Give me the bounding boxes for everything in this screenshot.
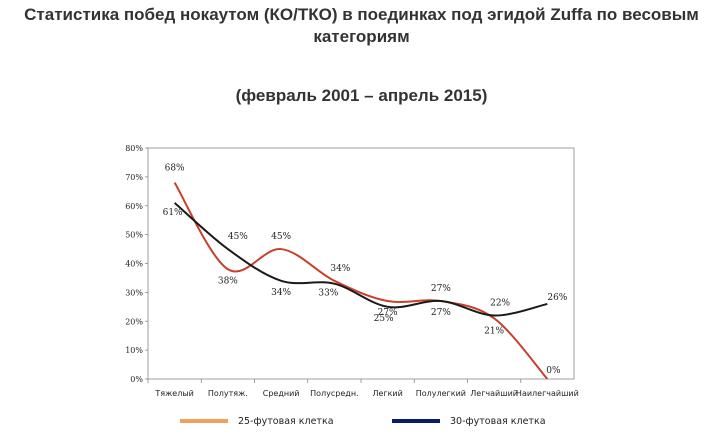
data-label: 34% [330,264,350,274]
series-line-2 [173,202,548,317]
data-label: 45% [228,232,248,242]
chart-axes: 0% 10% 20% 30% 40% 50% 60% 70% 80% Тяжелый Полутяж… [125,144,579,398]
data-label: 27% [431,308,451,318]
y-tick-label: 30% [125,288,143,297]
chart-legend: 25-футовая клетка 30-футовая клетка [180,416,546,427]
x-tick-label: Средний [263,389,300,398]
data-label: 38% [218,276,238,286]
x-tick-label: Легкий [372,389,402,398]
x-tick-label: Наилегчайший [516,389,579,398]
chart-title-line1: Статистика побед нокаутом (КО/ТКО) в пое… [24,5,699,24]
y-tick-label: 70% [125,173,143,182]
data-label: 27% [378,308,398,318]
data-label: 68% [165,164,185,174]
plot-border [147,147,575,380]
chart-title-line2: категориям [313,27,410,46]
x-tick-label: Тяжелый [154,389,193,398]
x-tick-label: Полутяж. [208,389,248,398]
data-label: 26% [547,293,567,303]
data-label: 45% [271,232,291,242]
data-label: 27% [431,284,451,294]
legend-label: 30-футовая клетка [450,416,546,427]
x-tick-label: Полусредн. [310,389,358,398]
data-label: 0% [546,366,561,376]
y-tick-label: 80% [125,144,143,153]
y-tick-label: 0% [130,375,143,384]
y-tick-label: 50% [125,231,143,240]
y-tick-label: 10% [125,346,143,355]
chart-title: Статистика побед нокаутом (КО/ТКО) в пое… [0,4,723,48]
x-tick-label: Легчайший [470,389,518,398]
data-label: 25% [374,314,394,324]
series-line-1 [173,182,549,380]
data-label: 22% [490,298,510,308]
y-tick-label: 60% [125,202,143,211]
x-tick-label: Полулегкий [416,389,466,398]
chart-data-labels: 68%38%45%34%27%27%21%0%61%45%34% 33%25%27… [163,164,568,376]
data-label: 34% [271,288,291,298]
legend-label: 25-футовая клетка [238,416,334,427]
data-label: 21% [484,326,504,336]
data-label: 33% [318,289,338,299]
data-label: 61% [163,208,183,218]
chart-subtitle: (февраль 2001 – апрель 2015) [235,86,488,105]
y-tick-label: 20% [125,317,143,326]
y-tick-label: 40% [125,260,143,269]
chart-series [173,182,549,380]
